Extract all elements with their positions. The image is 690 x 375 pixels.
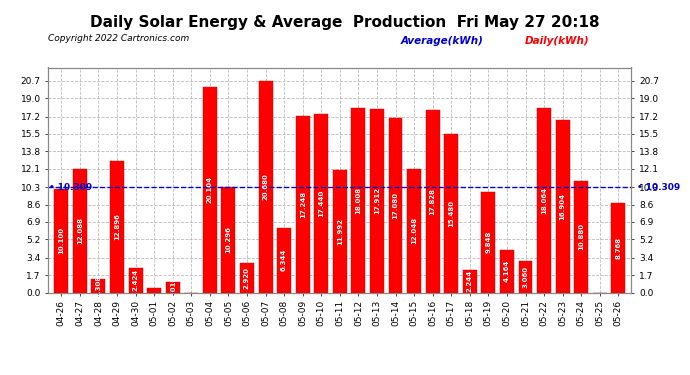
Bar [147,288,161,292]
Text: 10.100: 10.100 [58,227,64,254]
Bar [463,270,477,292]
Bar [407,169,421,292]
Text: 8.768: 8.768 [615,237,622,259]
Text: 12.048: 12.048 [411,217,417,244]
Bar [333,170,347,292]
Text: 17.248: 17.248 [299,191,306,218]
Text: 16.904: 16.904 [560,192,566,220]
Text: • 10.309: • 10.309 [49,183,92,192]
Text: 10.880: 10.880 [578,223,584,251]
Text: 2.920: 2.920 [244,267,250,289]
Text: 15.480: 15.480 [448,200,454,227]
Bar [73,169,87,292]
Text: • 10.309: • 10.309 [637,183,680,192]
Text: 2.244: 2.244 [467,270,473,292]
Text: 9.848: 9.848 [485,231,491,254]
Text: 12.896: 12.896 [114,213,120,240]
Bar [314,114,328,292]
Bar [110,160,124,292]
Bar [277,228,291,292]
Text: 12.088: 12.088 [77,217,83,244]
Text: Daily Solar Energy & Average  Production  Fri May 27 20:18: Daily Solar Energy & Average Production … [90,15,600,30]
Bar [444,134,458,292]
Text: 1.308: 1.308 [95,274,101,297]
Bar [128,268,143,292]
Text: Copyright 2022 Cartronics.com: Copyright 2022 Cartronics.com [48,34,190,43]
Bar [611,203,625,292]
Bar [388,118,402,292]
Text: Average(kWh): Average(kWh) [400,36,483,46]
Text: Daily(kWh): Daily(kWh) [524,36,589,46]
Bar [555,120,570,292]
Text: 3.060: 3.060 [522,266,529,288]
Text: 18.008: 18.008 [355,187,362,214]
Bar [519,261,533,292]
Bar [203,87,217,292]
Text: 17.912: 17.912 [374,188,380,214]
Bar [574,181,588,292]
Text: 4.164: 4.164 [504,260,510,282]
Bar [221,187,235,292]
Bar [259,81,273,292]
Text: 10.296: 10.296 [226,226,231,253]
Bar [92,279,106,292]
Text: 1.016: 1.016 [170,276,176,298]
Bar [296,116,310,292]
Text: 11.992: 11.992 [337,217,343,244]
Text: 2.424: 2.424 [132,269,139,291]
Text: 18.064: 18.064 [541,187,547,214]
Bar [482,192,495,292]
Bar [426,110,440,292]
Bar [240,262,254,292]
Text: 6.344: 6.344 [281,249,287,271]
Text: 17.440: 17.440 [318,190,324,217]
Bar [55,189,68,292]
Text: 17.828: 17.828 [430,188,435,215]
Text: 17.080: 17.080 [393,192,399,219]
Bar [166,282,179,292]
Text: 20.104: 20.104 [207,176,213,203]
Bar [537,108,551,292]
Bar [351,108,366,292]
Bar [500,250,514,292]
Text: 20.680: 20.680 [263,173,268,200]
Bar [370,109,384,292]
